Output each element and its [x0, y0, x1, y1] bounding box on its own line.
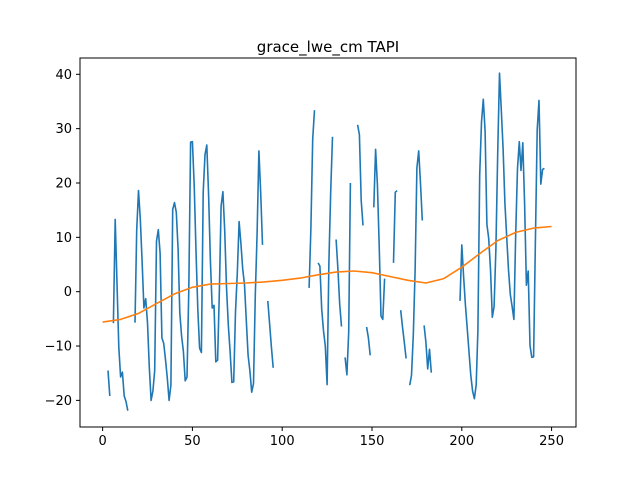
x-tick-label: 150 [360, 434, 385, 449]
y-tick-label: 30 [55, 122, 72, 137]
y-tick-label: 20 [55, 176, 72, 191]
y-tick-label: 40 [55, 68, 72, 83]
chart-title: grace_lwe_cm TAPI [257, 38, 399, 57]
x-tick-label: 50 [184, 434, 201, 449]
series-1-line [399, 150, 424, 386]
series-2-line [102, 225, 552, 323]
series-1-line [392, 190, 398, 263]
series-1-line [308, 110, 325, 331]
series-1-line [112, 218, 129, 411]
y-tick-label: −20 [45, 394, 72, 409]
x-tick-label: 0 [98, 434, 106, 449]
x-tick-label: 250 [539, 434, 564, 449]
series-1-line [134, 140, 274, 402]
x-tick-label: 100 [270, 434, 295, 449]
y-tick-label: 0 [64, 285, 72, 300]
axes-frame [79, 57, 577, 428]
x-tick-label: 200 [449, 434, 474, 449]
plot-area: 0 50 100 150 200 250 −20 −10 0 10 20 30 40 [45, 57, 577, 449]
y-tick-label: −10 [45, 340, 72, 355]
series-1-line [423, 325, 433, 373]
series-1-line [322, 124, 371, 386]
series-1-line [373, 148, 386, 321]
y-tick-label: 10 [55, 231, 72, 246]
series-1-line [459, 72, 545, 400]
